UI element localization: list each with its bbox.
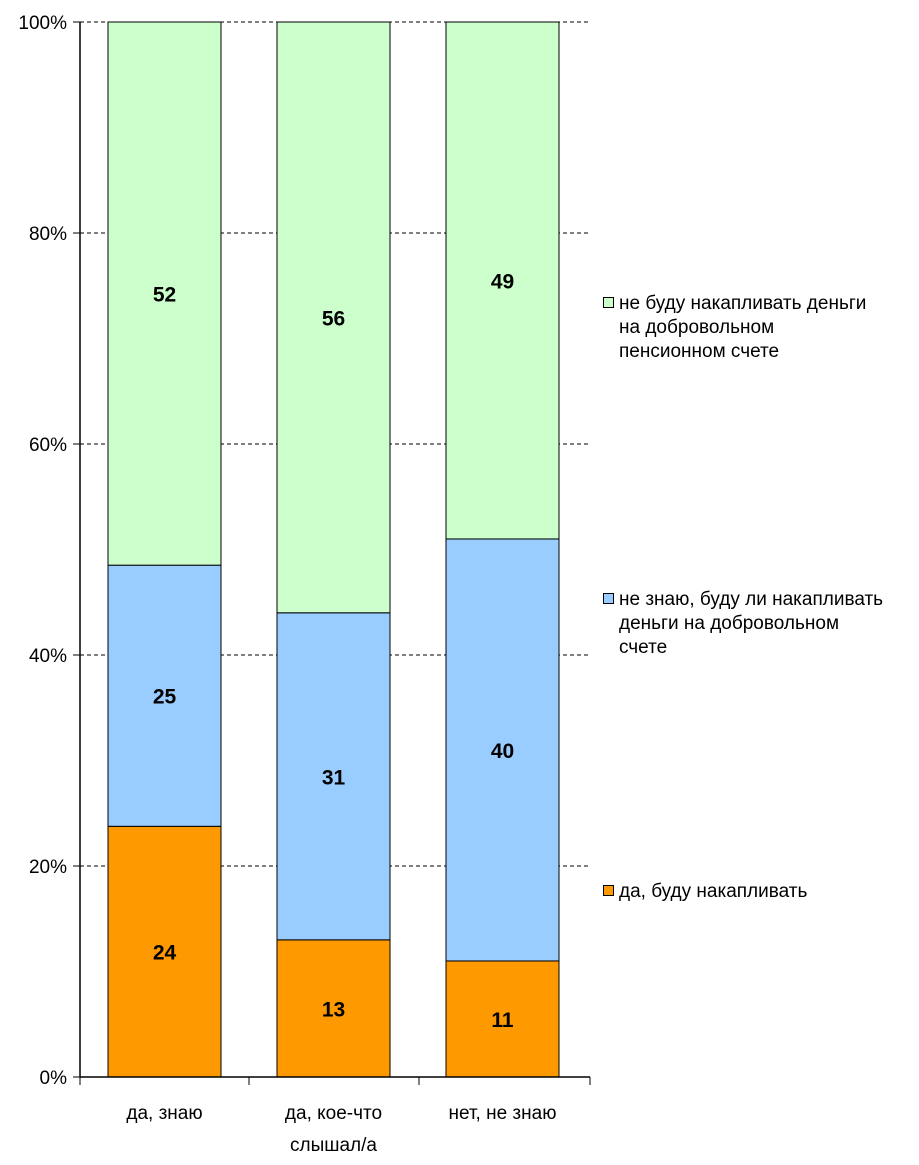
data-label: 56 — [322, 307, 345, 330]
data-label: 52 — [153, 284, 176, 307]
y-tick-label: 0% — [40, 1068, 68, 1089]
category-label: да, знаю — [126, 1103, 202, 1124]
data-label: 11 — [491, 1009, 514, 1032]
bar-segment — [445, 960, 560, 1078]
category-labels: да, знаю да, кое-что слышал/а нет, не знаю — [126, 1103, 556, 1156]
legend-label: не знаю, буду ли накапливать деньги на до… — [619, 589, 884, 658]
bar-segment — [276, 939, 391, 1078]
data-label: 13 — [322, 998, 345, 1021]
bar-segment — [276, 21, 391, 614]
data-label: 24 — [153, 942, 177, 965]
category-label: да, кое-что слышал/а — [285, 1103, 382, 1156]
bar-segment — [445, 21, 560, 540]
y-tick-label: 20% — [29, 857, 67, 878]
bar-segment — [107, 21, 222, 566]
bar-segment — [107, 564, 222, 827]
legend-item: не знаю, буду ли накапливать деньги на до… — [603, 588, 913, 660]
y-tick-label: 80% — [29, 224, 67, 245]
legend-swatch — [603, 885, 614, 896]
legend-label: да, буду накапливать — [619, 881, 808, 902]
data-label: 49 — [491, 270, 514, 293]
y-tick-labels: 0% 20% 40% 60% 80% 100% — [18, 13, 67, 1089]
data-label: 31 — [322, 766, 346, 789]
legend-swatch — [603, 297, 614, 308]
y-tick-label: 40% — [29, 646, 67, 667]
data-label: 40 — [491, 740, 514, 763]
data-label: 25 — [153, 686, 177, 709]
category-label: нет, не знаю — [449, 1103, 557, 1124]
legend-label: не буду накапливать деньги на добровольно… — [619, 293, 867, 362]
bar-segment — [445, 538, 560, 962]
y-tick-label: 100% — [18, 13, 67, 34]
value-labels: 24 25 52 13 31 56 11 40 49 — [153, 270, 514, 1032]
legend-item: да, буду накапливать — [603, 880, 913, 904]
y-tick-label: 60% — [29, 435, 67, 456]
legend-swatch — [603, 593, 614, 604]
axes — [73, 21, 591, 1085]
bar-segment — [107, 825, 222, 1078]
bars — [107, 21, 560, 1078]
legend-item: не буду накапливать деньги на добровольно… — [603, 292, 913, 364]
